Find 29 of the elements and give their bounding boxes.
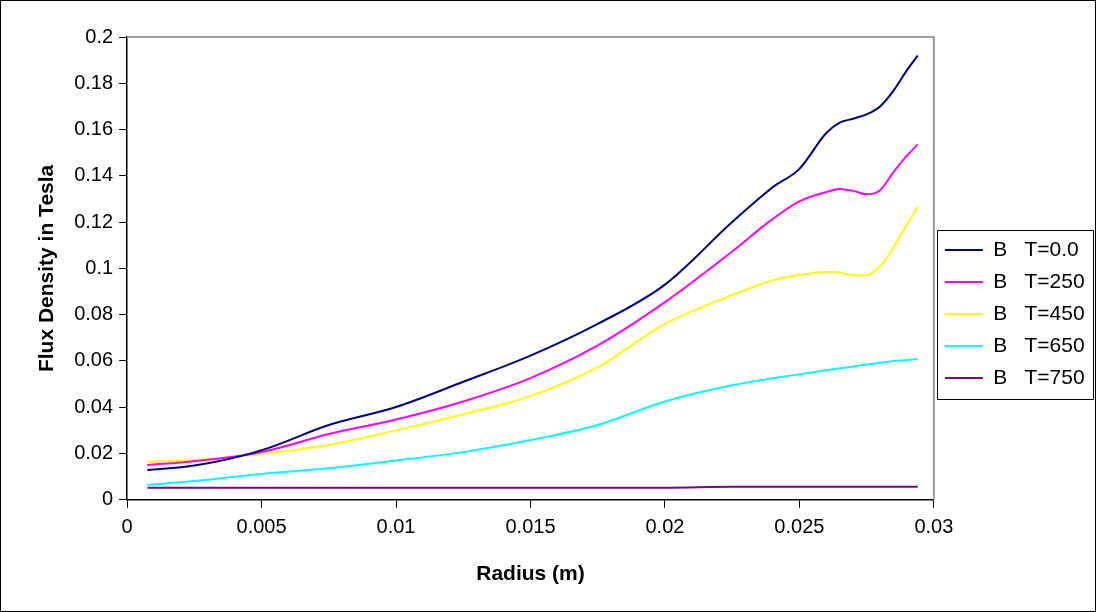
y-tick-label: 0.06 [74,348,114,371]
y-tick-label: 0.02 [74,441,114,464]
x-tick-label: 0.025 [774,515,825,538]
x-tick-label: 0.03 [914,515,954,538]
y-tick-label: 0.08 [74,302,114,325]
y-tick-label: 0.1 [85,255,114,278]
y-tick-label: 0.18 [74,70,114,93]
x-tick-label: 0.02 [645,515,685,538]
x-axis-title: Radius (m) [476,561,585,585]
x-tick-label: 0.015 [505,515,556,538]
y-tick-label: 0.04 [74,394,114,417]
legend-label: B T=250 [993,268,1085,292]
y-tick-label: 0.16 [74,117,114,140]
y-tick-label: 0.14 [74,163,114,186]
x-tick-label: 0 [121,515,133,538]
y-axis-title: Flux Density in Tesla [34,164,58,373]
legend-label: B T=0.0 [993,236,1079,260]
y-tick-label: 0.12 [74,209,114,232]
legend-label: B T=750 [993,364,1085,388]
line-series [146,54,919,472]
line-series [146,357,919,486]
line-series [146,205,919,463]
x-tick-label: 0.01 [376,515,416,538]
legend-label: B T=650 [993,332,1085,356]
y-tick-label: 0.2 [85,24,114,47]
y-tick-label: 0 [102,487,114,510]
x-tick-label: 0.005 [236,515,287,538]
line-series [146,143,919,467]
legend-label: B T=450 [993,300,1085,324]
